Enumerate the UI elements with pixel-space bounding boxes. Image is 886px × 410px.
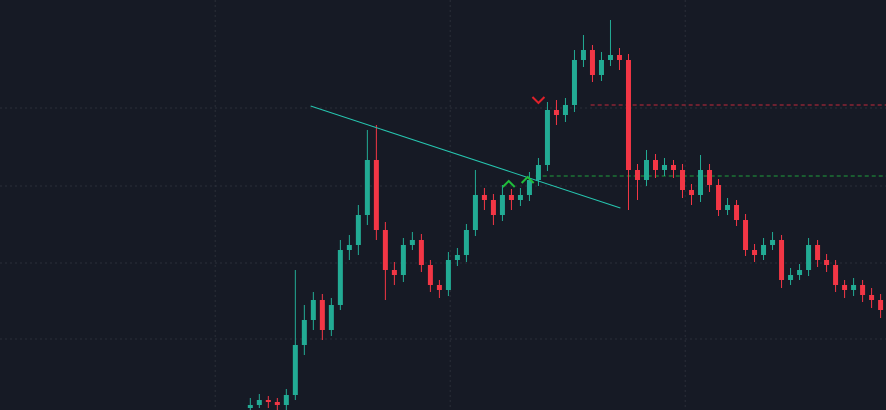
candle-body (499, 195, 505, 215)
candle-body (643, 160, 649, 180)
candle-body (671, 165, 677, 170)
candle-body (571, 60, 577, 105)
candle-body (869, 295, 875, 300)
candle-body (689, 190, 695, 195)
candle-body (310, 300, 316, 320)
candle-body (436, 285, 442, 290)
candle-body (355, 215, 361, 245)
candle-body (517, 195, 523, 200)
candle-body (734, 205, 740, 220)
candle-body (274, 402, 280, 405)
candle-body (625, 60, 631, 170)
candle-body (833, 265, 839, 285)
candle-body (337, 250, 343, 305)
signal-marker (502, 179, 516, 188)
candle-body (589, 50, 595, 75)
candle-body (301, 320, 307, 345)
candle-body (553, 110, 559, 115)
candle-body (319, 300, 325, 330)
candle-body (725, 205, 731, 210)
signal-marker (531, 96, 546, 105)
candle-body (382, 230, 388, 270)
candle-body (472, 195, 478, 230)
candle-body (373, 160, 379, 230)
candle-body (662, 165, 667, 170)
candle-body (743, 220, 749, 250)
candle-body (265, 400, 271, 402)
candle-body (427, 265, 433, 285)
candle-body (391, 270, 397, 275)
candle-body (256, 400, 262, 405)
candle-body (779, 240, 785, 280)
candle-body (770, 240, 776, 245)
candle-body (400, 245, 406, 275)
signal-marker (520, 175, 535, 184)
candle-body (707, 170, 713, 185)
candle-body (292, 345, 298, 395)
candle-body (535, 165, 541, 180)
candle-body (409, 240, 415, 245)
candle-body (842, 285, 848, 290)
candle-body (328, 305, 334, 330)
candle-body (418, 240, 424, 265)
candle-body (860, 285, 866, 295)
candle-body (445, 260, 451, 290)
candle-body (616, 55, 622, 60)
candle-body (806, 245, 812, 270)
candle-body (490, 200, 496, 215)
candle-body (761, 245, 767, 255)
candle-body (634, 170, 640, 180)
candle-body (698, 170, 704, 195)
candle-body (283, 395, 289, 405)
candle-body (788, 275, 794, 280)
trend-line (310, 105, 621, 209)
candle-body (481, 195, 487, 200)
candle-body (680, 170, 686, 190)
candle-body (454, 255, 460, 260)
candle-body (607, 55, 613, 60)
candle-body (815, 245, 821, 260)
candle-body (463, 230, 469, 255)
candle-body (526, 180, 532, 195)
candle-body (247, 405, 253, 408)
candle-body (824, 260, 830, 265)
candle-body (752, 250, 758, 255)
candle-body (580, 50, 586, 60)
candle-body (878, 300, 884, 310)
candle-body (598, 60, 604, 75)
candle-body (544, 110, 550, 165)
candle-body (652, 160, 658, 170)
candle-body (851, 285, 857, 290)
candle-body (346, 245, 352, 250)
candle-body (508, 195, 514, 200)
candle-body (716, 185, 722, 210)
candle-body (797, 270, 803, 275)
candle-body (562, 105, 568, 115)
candle-body (364, 160, 370, 215)
